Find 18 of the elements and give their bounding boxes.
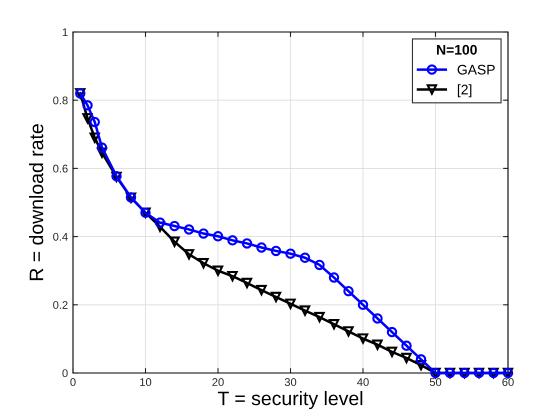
x-axis-title: T = security level [218, 390, 362, 410]
y-tick-label: 0.2 [53, 301, 68, 309]
legend-label: GASP [458, 64, 495, 75]
x-tick-label: 30 [284, 378, 296, 386]
y-tick-label: 1 [62, 28, 68, 36]
x-tick-label: 50 [430, 378, 442, 386]
x-tick-label: 10 [140, 378, 152, 386]
x-tick-label: 60 [502, 378, 514, 386]
x-tick-label: 0 [70, 378, 76, 386]
legend-title: N=100 [437, 44, 477, 55]
y-axis-title: R = download rate [29, 124, 44, 280]
y-tick-label: 0.4 [53, 232, 68, 241]
x-tick-label: 40 [357, 378, 369, 386]
x-tick-label: 20 [212, 378, 224, 386]
y-tick-label: 0.8 [53, 96, 68, 104]
legend-label: [2] [458, 84, 472, 98]
y-tick-label: 0 [62, 369, 68, 378]
y-tick-label: 0.6 [53, 164, 68, 173]
